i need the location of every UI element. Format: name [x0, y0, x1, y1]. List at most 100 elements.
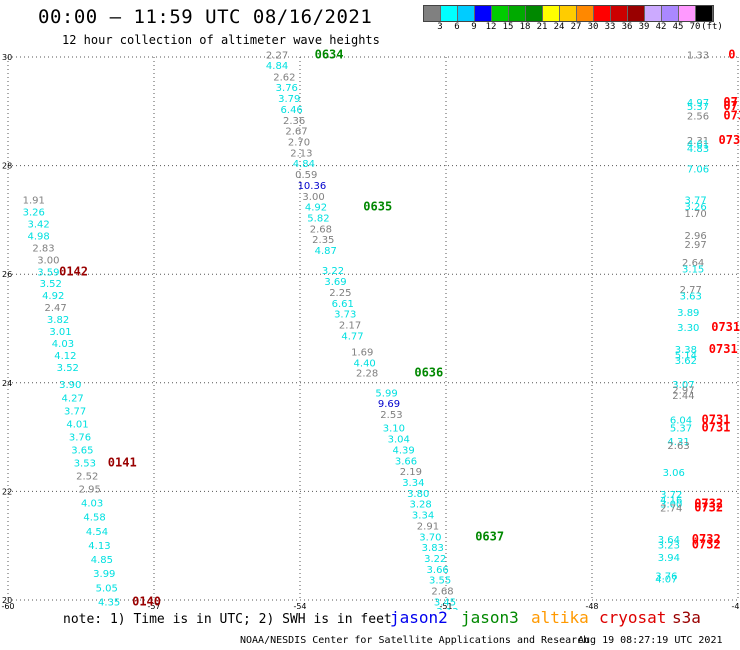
- x-tick-label: -51: [439, 602, 452, 610]
- wave-height-label: 2.91: [417, 521, 439, 532]
- wave-height-label: 3.38: [675, 345, 697, 356]
- pass-time-label: 07: [723, 95, 737, 109]
- wave-height-label: 4.92: [42, 291, 64, 302]
- color-scale-label: 33: [604, 22, 616, 32]
- pass-time-label: 0732: [692, 532, 721, 546]
- legend-altika: altika: [531, 608, 589, 627]
- wave-height-label: 2.83: [32, 243, 54, 254]
- color-swatch: [611, 6, 628, 21]
- wave-height-label: 5.37: [687, 102, 709, 113]
- wave-height-label: 3.04: [388, 435, 410, 446]
- x-tick-label: -48: [585, 602, 598, 610]
- color-swatch: [645, 6, 662, 21]
- wave-height-label: 2.52: [76, 471, 98, 482]
- wave-height-label: 2.47: [45, 303, 67, 314]
- y-tick-label: 26: [2, 270, 12, 279]
- color-swatch: [696, 6, 713, 21]
- color-swatch: [526, 6, 543, 21]
- wave-height-label: 2.96: [684, 231, 706, 242]
- color-scale-bar: [423, 5, 714, 22]
- wave-height-label: 4.84: [266, 61, 288, 72]
- wave-height-label: 4.31: [667, 437, 689, 448]
- wave-height-label: 5.37: [670, 424, 692, 435]
- wave-height-label: 2.19: [400, 467, 422, 478]
- wave-height-label: 2.62: [273, 72, 295, 83]
- wave-height-label: 4.61: [687, 140, 709, 151]
- wave-height-label: 2.68: [431, 587, 453, 598]
- wave-height-label: 4.85: [91, 555, 113, 566]
- wave-height-label: 3.01: [49, 327, 71, 338]
- wave-height-label: 2.13: [290, 148, 312, 159]
- wave-height-label: 2.31: [687, 136, 709, 147]
- wave-height-label: 3.73: [334, 310, 356, 321]
- wave-height-label: 3.62: [675, 356, 697, 367]
- pass-time-label: 0732: [694, 497, 723, 511]
- wave-height-label: 3.66: [395, 456, 417, 467]
- wave-height-label: 3.70: [419, 532, 441, 543]
- wave-height-label: 2.95: [79, 484, 101, 495]
- legend-jason2: jason2: [390, 608, 448, 627]
- pass-time-label: 0140: [132, 594, 161, 608]
- wave-height-label: 3.26: [684, 202, 706, 213]
- wave-height-label: 3.64: [658, 535, 680, 546]
- wave-height-label: 1.69: [351, 348, 373, 359]
- pass-time-label: 073: [723, 108, 740, 122]
- color-scale-label: 24: [553, 22, 565, 32]
- wave-height-label: 3.72: [660, 490, 682, 501]
- wave-height-label: 5.82: [307, 214, 329, 225]
- wave-height-label: 2.68: [310, 224, 332, 235]
- color-swatch: [509, 6, 526, 21]
- wave-height-label: 4.97: [687, 98, 709, 109]
- color-scale-label: 39: [638, 22, 650, 32]
- wave-height-label: 3.10: [383, 424, 405, 435]
- pass-time-label: 0731: [702, 421, 731, 435]
- wave-height-label: 2.77: [680, 285, 702, 296]
- wave-height-label: 3.52: [57, 363, 79, 374]
- color-scale-label: 70: [689, 22, 701, 32]
- wave-height-label: 4.84: [293, 159, 315, 170]
- credit-text: NOAA/NESDIS Center for Satellite Applica…: [240, 635, 590, 646]
- color-swatch: [679, 6, 696, 21]
- wave-height-label: 3.80: [407, 489, 429, 500]
- wave-height-label: 3.76: [69, 432, 91, 443]
- wave-height-label: 4.54: [86, 527, 108, 538]
- wave-height-label: 5.14: [675, 350, 697, 361]
- wave-height-label: 4.03: [52, 339, 74, 350]
- wave-height-label: 2.64: [682, 258, 704, 269]
- wave-height-label: 4.98: [27, 231, 49, 242]
- wave-height-label: 1.33: [687, 51, 709, 62]
- wave-height-label: 2.28: [356, 368, 378, 379]
- wave-height-label: 4.16: [660, 495, 682, 506]
- pass-time-label: 07: [723, 99, 737, 113]
- wave-height-label: 3.65: [71, 445, 93, 456]
- wave-height-label: 4.35: [98, 597, 120, 608]
- wave-height-label: 4.07: [655, 575, 677, 586]
- wave-height-label: 3.69: [324, 277, 346, 288]
- wave-height-label: 2.56: [687, 111, 709, 122]
- color-scale-label: 12: [485, 22, 497, 32]
- wave-height-label: 6.46: [281, 105, 303, 116]
- pass-time-label: 0: [728, 48, 735, 62]
- wave-height-label: 3.66: [427, 565, 449, 576]
- color-scale-label: 18: [519, 22, 531, 32]
- y-tick-label: 20: [2, 596, 12, 605]
- color-swatch: [441, 6, 458, 21]
- color-scale-label: 27: [570, 22, 582, 32]
- color-swatch: [424, 6, 441, 21]
- color-scale-label: 42: [655, 22, 667, 32]
- wave-height-label: 2.97: [672, 386, 694, 397]
- wave-height-label: 3.30: [677, 323, 699, 334]
- wave-height-label: 4.27: [62, 393, 84, 404]
- color-scale-label: 36: [621, 22, 633, 32]
- wave-height-label: 2.27: [266, 51, 288, 62]
- wave-height-label: 3.13: [436, 607, 458, 610]
- wave-height-label: 3.55: [429, 576, 451, 587]
- wave-height-label: 0.59: [295, 170, 317, 181]
- wave-height-label: 3.77: [684, 196, 706, 207]
- pass-time-label: 0142: [59, 264, 88, 278]
- wave-height-label: 2.70: [288, 138, 310, 149]
- legend-jason3: jason3: [461, 608, 519, 627]
- wave-height-label: 3.22: [322, 266, 344, 277]
- x-tick-label: -54: [293, 602, 306, 610]
- wave-height-label: 3.28: [410, 500, 432, 511]
